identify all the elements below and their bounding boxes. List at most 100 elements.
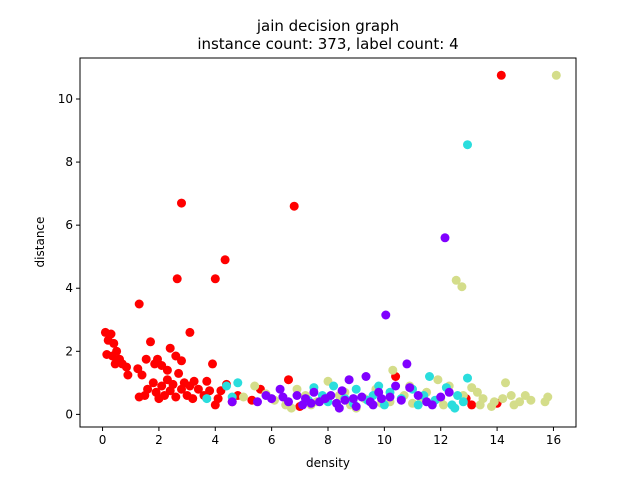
data-point: [475, 400, 485, 410]
data-point: [143, 384, 153, 394]
data-point: [177, 198, 186, 208]
data-point: [463, 373, 472, 383]
data-point: [227, 397, 237, 407]
data-point: [162, 365, 172, 375]
data-point: [289, 201, 299, 211]
data-point: [351, 402, 361, 411]
data-point: [374, 381, 384, 391]
data-point: [110, 359, 120, 369]
data-point: [472, 387, 482, 397]
data-point: [185, 327, 195, 337]
data-point: [233, 378, 243, 388]
data-point: [222, 381, 231, 391]
data-point: [202, 394, 212, 404]
data-point: [284, 375, 293, 385]
data-point: [306, 398, 316, 408]
data-point: [329, 381, 339, 391]
data-point: [357, 392, 367, 402]
y-tick-label: 10: [58, 92, 73, 106]
data-point: [509, 400, 519, 410]
data-point: [501, 378, 510, 388]
data-point: [463, 140, 472, 150]
data-point: [168, 379, 178, 389]
data-point: [377, 394, 386, 404]
data-point: [450, 403, 460, 413]
data-point: [405, 383, 415, 393]
data-point: [278, 392, 288, 402]
data-point: [467, 400, 477, 410]
data-point: [413, 400, 423, 410]
y-axis-label: distance: [33, 217, 47, 268]
data-point: [210, 274, 220, 284]
data-point: [402, 359, 412, 369]
x-tick-label: 10: [377, 433, 392, 447]
data-point: [146, 337, 155, 347]
data-point: [109, 338, 119, 348]
data-point: [253, 397, 262, 407]
data-point: [148, 378, 158, 388]
x-tick-label: 4: [211, 433, 219, 447]
data-point: [112, 346, 122, 356]
data-point: [487, 402, 496, 411]
chart-title: jain decision graph: [256, 17, 399, 35]
data-point: [361, 372, 371, 381]
data-point: [396, 395, 406, 405]
x-tick-label: 0: [99, 433, 107, 447]
data-point: [427, 400, 437, 410]
x-tick-label: 14: [489, 433, 504, 447]
y-tick-label: 4: [65, 281, 73, 295]
data-point: [440, 233, 450, 243]
data-point: [174, 368, 184, 378]
data-point: [202, 376, 212, 386]
x-tick-label: 8: [324, 433, 332, 447]
data-point: [292, 384, 302, 394]
y-tick-label: 8: [65, 155, 73, 169]
data-point: [193, 384, 203, 394]
data-point: [292, 391, 302, 400]
data-point: [157, 381, 167, 391]
data-point: [298, 400, 308, 410]
data-point: [137, 370, 147, 380]
data-point: [453, 391, 463, 400]
data-point: [413, 391, 423, 400]
data-point: [172, 274, 182, 284]
x-axis-ticks: 0 2 4 6 8 10 12 14 16: [99, 427, 561, 447]
data-point: [239, 392, 248, 402]
data-point: [458, 397, 468, 407]
data-point: [451, 275, 461, 285]
data-point: [506, 391, 516, 400]
x-tick-label: 12: [433, 433, 448, 447]
data-point: [344, 375, 354, 385]
data-point: [134, 299, 144, 309]
data-point: [177, 384, 186, 394]
chart-subtitle: instance count: 373, label count: 4: [197, 35, 458, 53]
data-point: [436, 392, 446, 402]
x-tick-label: 6: [268, 433, 276, 447]
data-point: [213, 394, 223, 404]
x-tick-label: 2: [155, 433, 163, 447]
data-point: [205, 386, 215, 396]
data-point: [177, 356, 186, 366]
data-point: [498, 394, 508, 404]
data-point: [122, 362, 131, 372]
data-point: [141, 354, 151, 364]
data-point: [334, 403, 344, 413]
data-point: [526, 395, 536, 405]
data-point: [165, 343, 175, 353]
data-point: [433, 375, 443, 385]
data-point: [425, 372, 434, 381]
data-point: [348, 394, 358, 404]
data-point: [188, 394, 198, 404]
data-points: [100, 70, 561, 413]
data-point: [261, 391, 271, 400]
x-tick-label: 16: [546, 433, 561, 447]
y-tick-label: 0: [65, 407, 73, 421]
data-point: [385, 392, 395, 402]
data-point: [391, 381, 401, 391]
data-point: [185, 381, 195, 391]
data-point: [340, 395, 350, 405]
data-point: [388, 365, 398, 375]
data-point: [551, 70, 561, 80]
